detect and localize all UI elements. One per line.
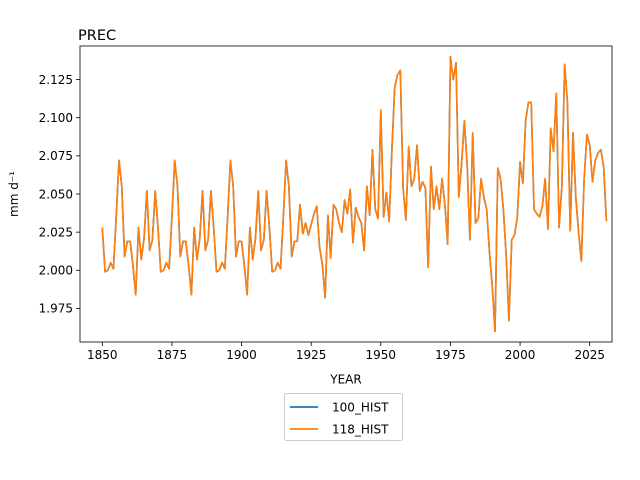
y-axis-label: mm d⁻¹ [7, 171, 21, 217]
y-tick-label: 1.975 [39, 302, 73, 316]
x-tick-label: 1975 [435, 348, 466, 362]
x-tick-label: 1875 [157, 348, 188, 362]
y-tick-label: 2.000 [39, 264, 73, 278]
legend-label: 118_HIST [332, 422, 389, 436]
chart-title: PREC [78, 28, 116, 44]
y-tick-label: 2.025 [39, 225, 73, 239]
series-lines [101, 55, 608, 333]
x-tick-label: 1950 [366, 348, 397, 362]
x-tick-label: 1850 [87, 348, 118, 362]
y-tick-label: 2.050 [39, 187, 73, 201]
y-axis: 1.975 2.000 2.025 2.050 2.075 2.100 2.125 [39, 73, 80, 316]
legend-label: 100_HIST [332, 400, 389, 414]
x-tick-label: 2025 [574, 348, 605, 362]
x-axis-label: YEAR [329, 373, 361, 387]
y-tick-label: 2.100 [39, 111, 73, 125]
y-tick-label: 2.075 [39, 149, 73, 163]
plot-area [79, 45, 613, 343]
x-axis: 1850 1875 1900 1925 1950 1975 2000 2025 [87, 342, 605, 362]
x-tick-label: 2000 [505, 348, 536, 362]
x-tick-label: 1900 [226, 348, 257, 362]
x-tick-label: 1925 [296, 348, 327, 362]
legend: 100_HIST 118_HIST [284, 393, 403, 441]
series-line-118_HIST [101, 55, 608, 333]
axes-frame [79, 45, 613, 343]
y-tick-label: 2.125 [39, 73, 73, 87]
